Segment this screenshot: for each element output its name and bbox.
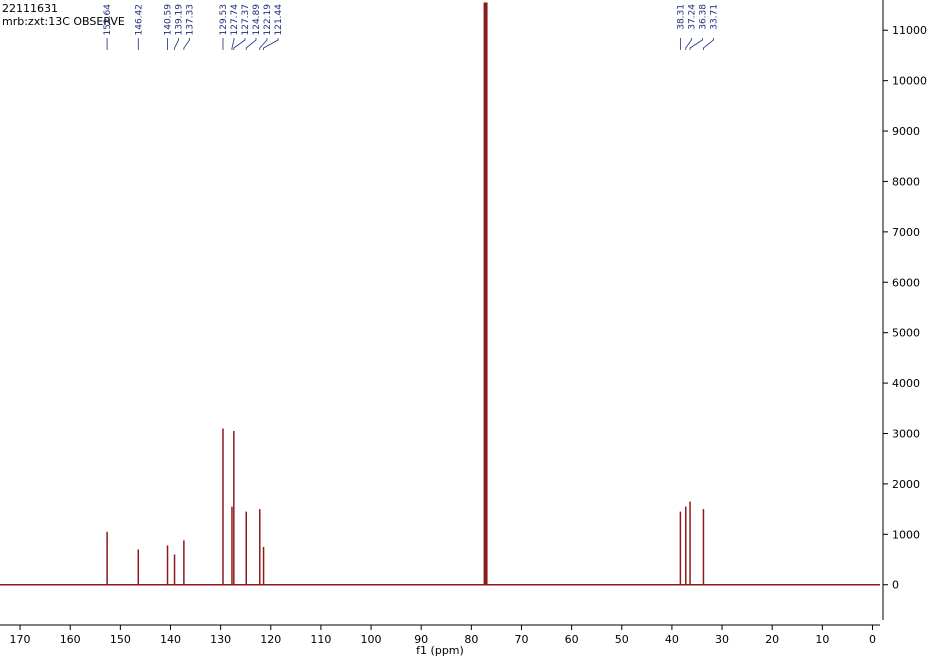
peak-leader <box>183 38 190 50</box>
y-tick-label: 1000 <box>892 528 920 541</box>
peak-label: 146.42 <box>134 4 144 36</box>
x-tick-label: 150 <box>110 633 131 646</box>
peak-leader <box>245 38 257 50</box>
peak-label: 127.74 <box>230 4 240 36</box>
x-tick-label: 50 <box>615 633 629 646</box>
x-tick-label: 10 <box>815 633 829 646</box>
peak-label: 139.19 <box>175 4 185 36</box>
peak-label: 122.19 <box>263 4 273 36</box>
peak-leader <box>259 38 268 50</box>
x-tick-label: 30 <box>715 633 729 646</box>
peak-label: 38.31 <box>676 4 686 30</box>
x-tick-label: 70 <box>514 633 528 646</box>
x-tick-label: 40 <box>665 633 679 646</box>
header-line: 22111631 <box>2 2 58 15</box>
y-tick-label: 11000 <box>892 24 927 37</box>
y-tick-label: 3000 <box>892 427 920 440</box>
y-tick-label: 9000 <box>892 125 920 138</box>
peak-leader <box>233 38 246 50</box>
peak-label: 137.33 <box>186 4 196 36</box>
peak-label: 121.44 <box>274 4 284 36</box>
y-tick-label: 6000 <box>892 276 920 289</box>
header-line: mrb:zxt:13C OBSERVE <box>2 15 125 28</box>
x-tick-label: 130 <box>210 633 231 646</box>
x-tick-label: 60 <box>565 633 579 646</box>
x-tick-label: 160 <box>60 633 81 646</box>
peak-leader <box>174 38 179 50</box>
x-axis-label: f1 (ppm) <box>416 644 464 657</box>
x-tick-label: 170 <box>10 633 31 646</box>
peak-leader <box>689 38 703 50</box>
x-tick-label: 100 <box>361 633 382 646</box>
y-tick-label: 8000 <box>892 175 920 188</box>
y-tick-label: 0 <box>892 579 899 592</box>
x-tick-label: 80 <box>464 633 478 646</box>
x-tick-label: 140 <box>160 633 181 646</box>
peak-label: 124.89 <box>252 4 262 36</box>
peak-label: 129.53 <box>219 4 229 36</box>
x-tick-label: 110 <box>310 633 331 646</box>
peak-leader <box>703 38 714 50</box>
peak-label: 37.24 <box>687 4 697 30</box>
peak-label: 140.59 <box>164 4 174 36</box>
peak-label: 36.38 <box>698 4 708 30</box>
y-tick-label: 10000 <box>892 75 927 88</box>
peak-leader <box>231 38 235 50</box>
x-tick-label: 0 <box>869 633 876 646</box>
peak-leader <box>263 38 279 50</box>
peak-leader <box>685 38 692 50</box>
x-tick-label: 20 <box>765 633 779 646</box>
x-tick-label: 120 <box>260 633 281 646</box>
x-tick-label: 90 <box>414 633 428 646</box>
y-tick-label: 7000 <box>892 226 920 239</box>
y-tick-label: 5000 <box>892 327 920 340</box>
peak-label: 152.64 <box>103 4 113 36</box>
peak-label: 127.37 <box>241 4 251 36</box>
peak-label: 33.71 <box>709 4 719 30</box>
y-tick-label: 4000 <box>892 377 920 390</box>
y-tick-label: 2000 <box>892 478 920 491</box>
